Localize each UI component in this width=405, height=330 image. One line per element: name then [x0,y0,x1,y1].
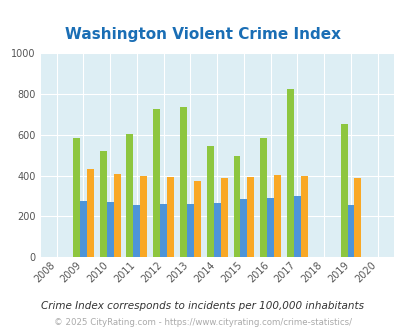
Bar [286,88,293,257]
Bar [233,156,240,257]
Bar [167,177,174,257]
Bar [73,138,80,257]
Bar [126,134,133,257]
Bar [113,174,120,257]
Bar [300,176,307,257]
Text: Crime Index corresponds to incidents per 100,000 inhabitants: Crime Index corresponds to incidents per… [41,301,364,311]
Text: © 2025 CityRating.com - https://www.cityrating.com/crime-statistics/: © 2025 CityRating.com - https://www.city… [54,318,351,327]
Bar [340,124,347,257]
Bar [133,205,140,257]
Bar [266,198,273,257]
Bar [240,199,247,257]
Bar [100,151,107,257]
Bar [194,181,200,257]
Bar [293,196,300,257]
Bar [347,205,354,257]
Bar [206,146,213,257]
Bar [140,176,147,257]
Bar [247,177,254,257]
Bar [354,178,360,257]
Bar [153,109,160,257]
Text: Washington Violent Crime Index: Washington Violent Crime Index [65,27,340,42]
Bar [179,107,187,257]
Bar [220,179,227,257]
Bar [260,138,266,257]
Bar [87,169,94,257]
Bar [160,204,167,257]
Bar [80,201,87,257]
Bar [107,202,113,257]
Bar [273,175,281,257]
Bar [187,204,194,257]
Bar [213,203,220,257]
